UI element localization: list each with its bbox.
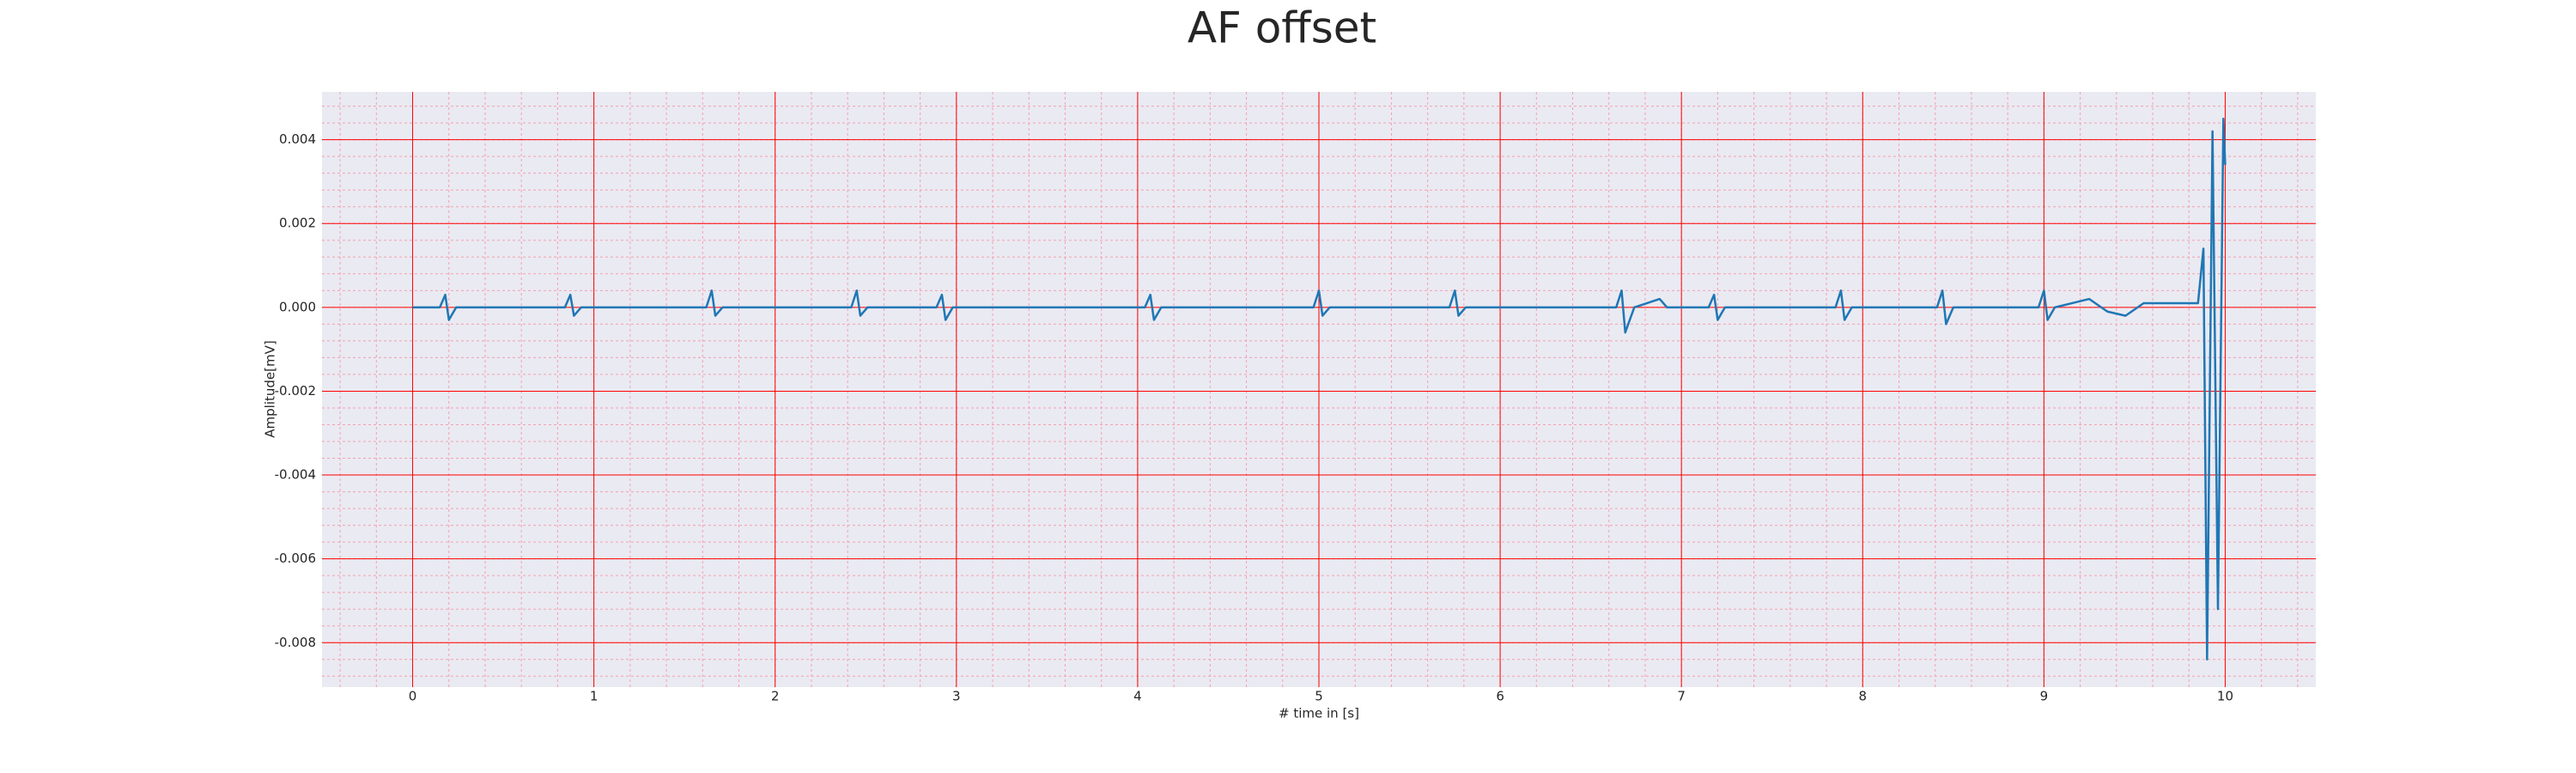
y-tick-label: -0.008 (275, 635, 316, 650)
x-tick-label: 4 (1133, 689, 1142, 704)
y-tick-label: 0.004 (279, 131, 316, 147)
y-tick-label: 0.000 (279, 299, 316, 314)
x-tick-label: 10 (2217, 689, 2233, 704)
x-axis-label: # time in [s] (1279, 706, 1359, 721)
y-tick-label: -0.002 (275, 383, 316, 399)
x-tick-label: 2 (771, 689, 780, 704)
x-tick-label: 6 (1496, 689, 1504, 704)
y-tick-label: -0.004 (275, 467, 316, 483)
x-tick-label: 1 (590, 689, 598, 704)
x-tick-label: 0 (409, 689, 417, 704)
y-axis-label: Amplitude[mV] (263, 340, 278, 437)
y-tick-label: -0.006 (275, 551, 316, 566)
signal-line (412, 117, 2227, 661)
x-tick-label: 7 (1677, 689, 1686, 704)
x-tick-label: 5 (1315, 689, 1323, 704)
y-tick-label: 0.002 (279, 216, 316, 231)
x-tick-label: 8 (1858, 689, 1867, 704)
chart-title: AF offset (1188, 3, 1376, 53)
x-tick-label: 3 (952, 689, 961, 704)
x-tick-label: 9 (2040, 689, 2049, 704)
